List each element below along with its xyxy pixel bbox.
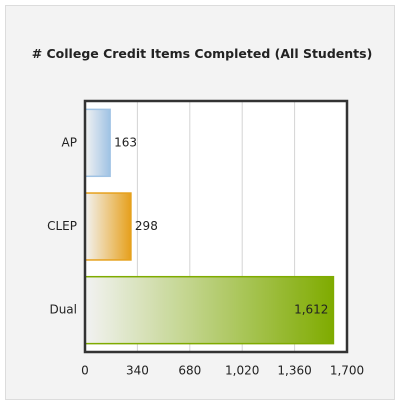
x-tick-label: 0 xyxy=(81,364,89,378)
x-tick-label: 1,700 xyxy=(330,364,364,378)
y-tick-label: CLEP xyxy=(47,219,77,233)
x-tick-label: 1,020 xyxy=(225,364,259,378)
x-tick-label: 1,360 xyxy=(277,364,311,378)
y-tick-label: Dual xyxy=(49,303,77,317)
x-tick-label: 340 xyxy=(126,364,149,378)
y-tick-label: AP xyxy=(62,135,77,149)
x-tick-label: 680 xyxy=(178,364,201,378)
bar xyxy=(84,192,132,261)
value-label: 298 xyxy=(135,219,158,233)
value-label: 1,612 xyxy=(294,303,328,317)
plot-border xyxy=(83,99,349,354)
chart-title: # College Credit Items Completed (All St… xyxy=(31,46,373,61)
bar xyxy=(84,108,111,178)
value-label: 163 xyxy=(114,135,137,149)
